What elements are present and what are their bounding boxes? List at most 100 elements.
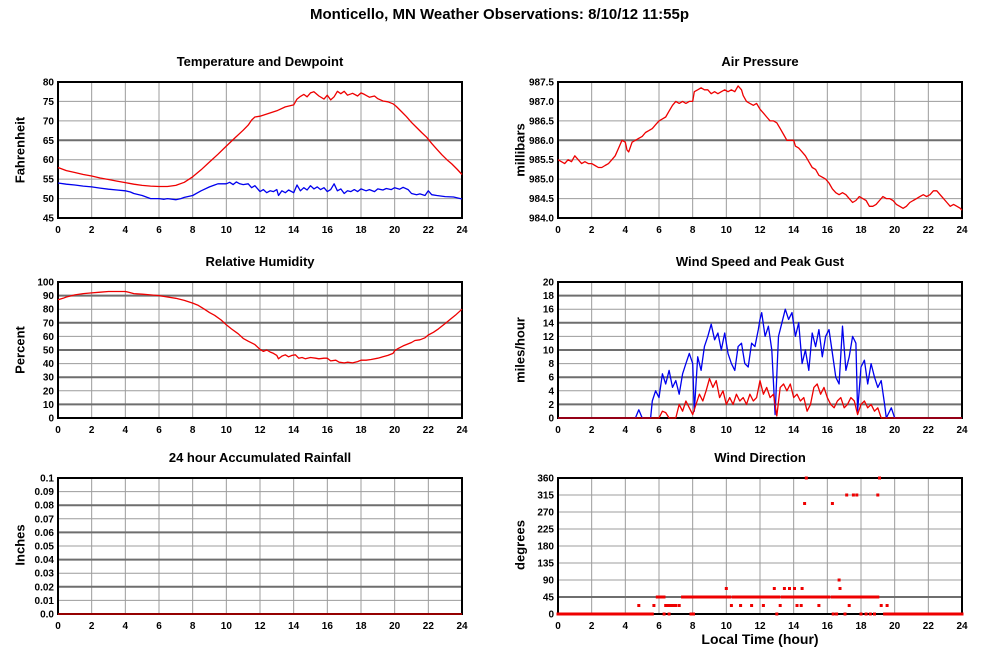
x-tick-label: 4: [623, 425, 629, 436]
relative-humidity-plot: 0 2 4 6 8 10 12 14 16 18 20 22 24 100 90 80 70 60 50 40 30 20…: [16, 276, 476, 438]
x-tick-label: 18: [355, 425, 367, 436]
x-tick-label: 20: [389, 225, 401, 236]
x-tick-label: 20: [889, 621, 901, 632]
y-tick-label: 40: [43, 359, 55, 370]
y-tick-label: 8: [548, 359, 554, 370]
y-tick-label: 75: [43, 97, 55, 108]
plot-frame: [557, 81, 963, 219]
dewpoint-line: [57, 181, 463, 201]
x-tick-label: 6: [156, 225, 162, 236]
x-tick-label: 6: [656, 425, 662, 436]
chart-title-temperature-dewpoint: Temperature and Dewpoint: [176, 54, 344, 69]
x-tick-label: 6: [656, 225, 662, 236]
x-tick-label: 2: [589, 425, 595, 436]
x-tick-label: 18: [855, 225, 867, 236]
wind-speed-gust-plot: 0 2 4 6 8 10 12 14 16 18 20 22 24 20 18 16 14 12 10 8 6 4 2 0: [516, 276, 976, 438]
y-tick-label: 10: [43, 400, 55, 411]
y-tick-label: 14: [543, 318, 555, 329]
y-tick-label: 987.5: [529, 78, 554, 89]
x-tick-label: 10: [721, 425, 733, 436]
y-tick-label: 0: [548, 610, 554, 621]
x-tick-label: 12: [754, 225, 766, 236]
y-tick-label: 20: [43, 386, 55, 397]
x-tick-label: 16: [822, 225, 834, 236]
chart-title-wind-direction: Wind Direction: [714, 450, 806, 465]
x-tick-label: 18: [855, 425, 867, 436]
x-tick-label: 24: [456, 621, 468, 632]
rainfall-plot: 0 2 4 6 8 10 12 14 16 18 20 22 24 0.1 0.09 0.08 0.07 0.06…: [16, 472, 476, 634]
rainfall-svg: 0 2 4 6 8 10 12 14 16 18 20 22 240.10.090.080.070.06…: [35, 474, 468, 633]
x-tick-label: 16: [822, 621, 834, 632]
wind-speed-line: [558, 377, 962, 419]
plot-frame: [57, 81, 463, 219]
y-tick-label: 0.04: [35, 555, 55, 566]
x-axis-label-local-time: Local Time (hour): [701, 631, 819, 647]
x-tick-label: 14: [288, 425, 300, 436]
x-tick-label: 10: [221, 225, 233, 236]
peak-gust-line: [558, 308, 962, 419]
x-tick-label: 14: [788, 225, 800, 236]
x-tick-label: 12: [754, 621, 766, 632]
y-tick-label: 2: [548, 400, 554, 411]
x-tick-label: 10: [721, 225, 733, 236]
y-tick-label: 360: [537, 474, 554, 485]
y-tick-label: 0: [548, 414, 554, 425]
x-tick-label: 22: [423, 621, 435, 632]
y-tick-label: 986.0: [529, 136, 554, 147]
y-tick-label: 985.5: [529, 155, 554, 166]
y-tick-label: 10: [543, 346, 555, 357]
y-tick-label: 18: [543, 291, 555, 302]
x-tick-label: 12: [254, 621, 266, 632]
y-tick-label: 0: [48, 414, 54, 425]
x-tick-label: 4: [123, 425, 129, 436]
y-tick-label: 0.07: [35, 514, 55, 525]
x-tick-label: 0: [555, 225, 561, 236]
x-tick-label: 16: [322, 225, 334, 236]
x-tick-label: 14: [788, 425, 800, 436]
y-tick-label: 90: [43, 291, 55, 302]
x-tick-label: 10: [221, 621, 233, 632]
y-tick-label: 270: [537, 508, 554, 519]
x-tick-label: 8: [190, 225, 196, 236]
y-tick-label: 100: [37, 278, 54, 289]
x-tick-label: 22: [423, 225, 435, 236]
y-tick-label: 90: [543, 576, 555, 587]
x-tick-label: 0: [555, 425, 561, 436]
y-tick-label: 50: [43, 346, 55, 357]
x-tick-label: 8: [190, 425, 196, 436]
x-tick-label: 4: [623, 225, 629, 236]
y-tick-label: 0.06: [35, 528, 55, 539]
y-tick-label: 0.08: [35, 501, 55, 512]
y-tick-label: 65: [43, 136, 55, 147]
x-tick-label: 18: [355, 225, 367, 236]
x-tick-label: 18: [855, 621, 867, 632]
x-tick-label: 10: [221, 425, 233, 436]
x-tick-label: 20: [889, 425, 901, 436]
x-tick-label: 22: [923, 225, 935, 236]
wind-direction-svg: 0 2 4 6 8 10 12 14 16 18 20 22 243603152702251801359…: [537, 474, 968, 633]
y-tick-label: 0.03: [35, 569, 55, 580]
x-tick-label: 20: [389, 425, 401, 436]
plot-frame: [557, 477, 963, 615]
x-tick-label: 22: [423, 425, 435, 436]
y-tick-label: 55: [43, 175, 55, 186]
y-tick-label: 984.5: [529, 194, 554, 205]
page-title: Monticello, MN Weather Observations: 8/1…: [309, 6, 689, 23]
y-tick-label: 0.02: [35, 582, 55, 593]
x-tick-label: 24: [956, 425, 968, 436]
y-tick-label: 315: [537, 491, 554, 502]
chart-title-wind-speed-gust: Wind Speed and Peak Gust: [675, 254, 845, 269]
x-tick-label: 20: [889, 225, 901, 236]
y-tick-label: 70: [43, 116, 55, 127]
temperature-line: [57, 90, 463, 188]
temperature-dewpoint-plot: 0 2 4 6 8 10 12 14 16 18 20 22 24 80 75 70 65 60 55 50 45: [16, 76, 476, 238]
x-tick-label: 12: [754, 425, 766, 436]
x-tick-label: 6: [156, 425, 162, 436]
x-tick-label: 8: [690, 225, 696, 236]
y-tick-label: 45: [43, 214, 55, 225]
y-tick-label: 6: [548, 373, 554, 384]
x-tick-label: 12: [254, 425, 266, 436]
y-tick-label: 0.01: [35, 596, 55, 607]
y-tick-label: 45: [543, 593, 555, 604]
